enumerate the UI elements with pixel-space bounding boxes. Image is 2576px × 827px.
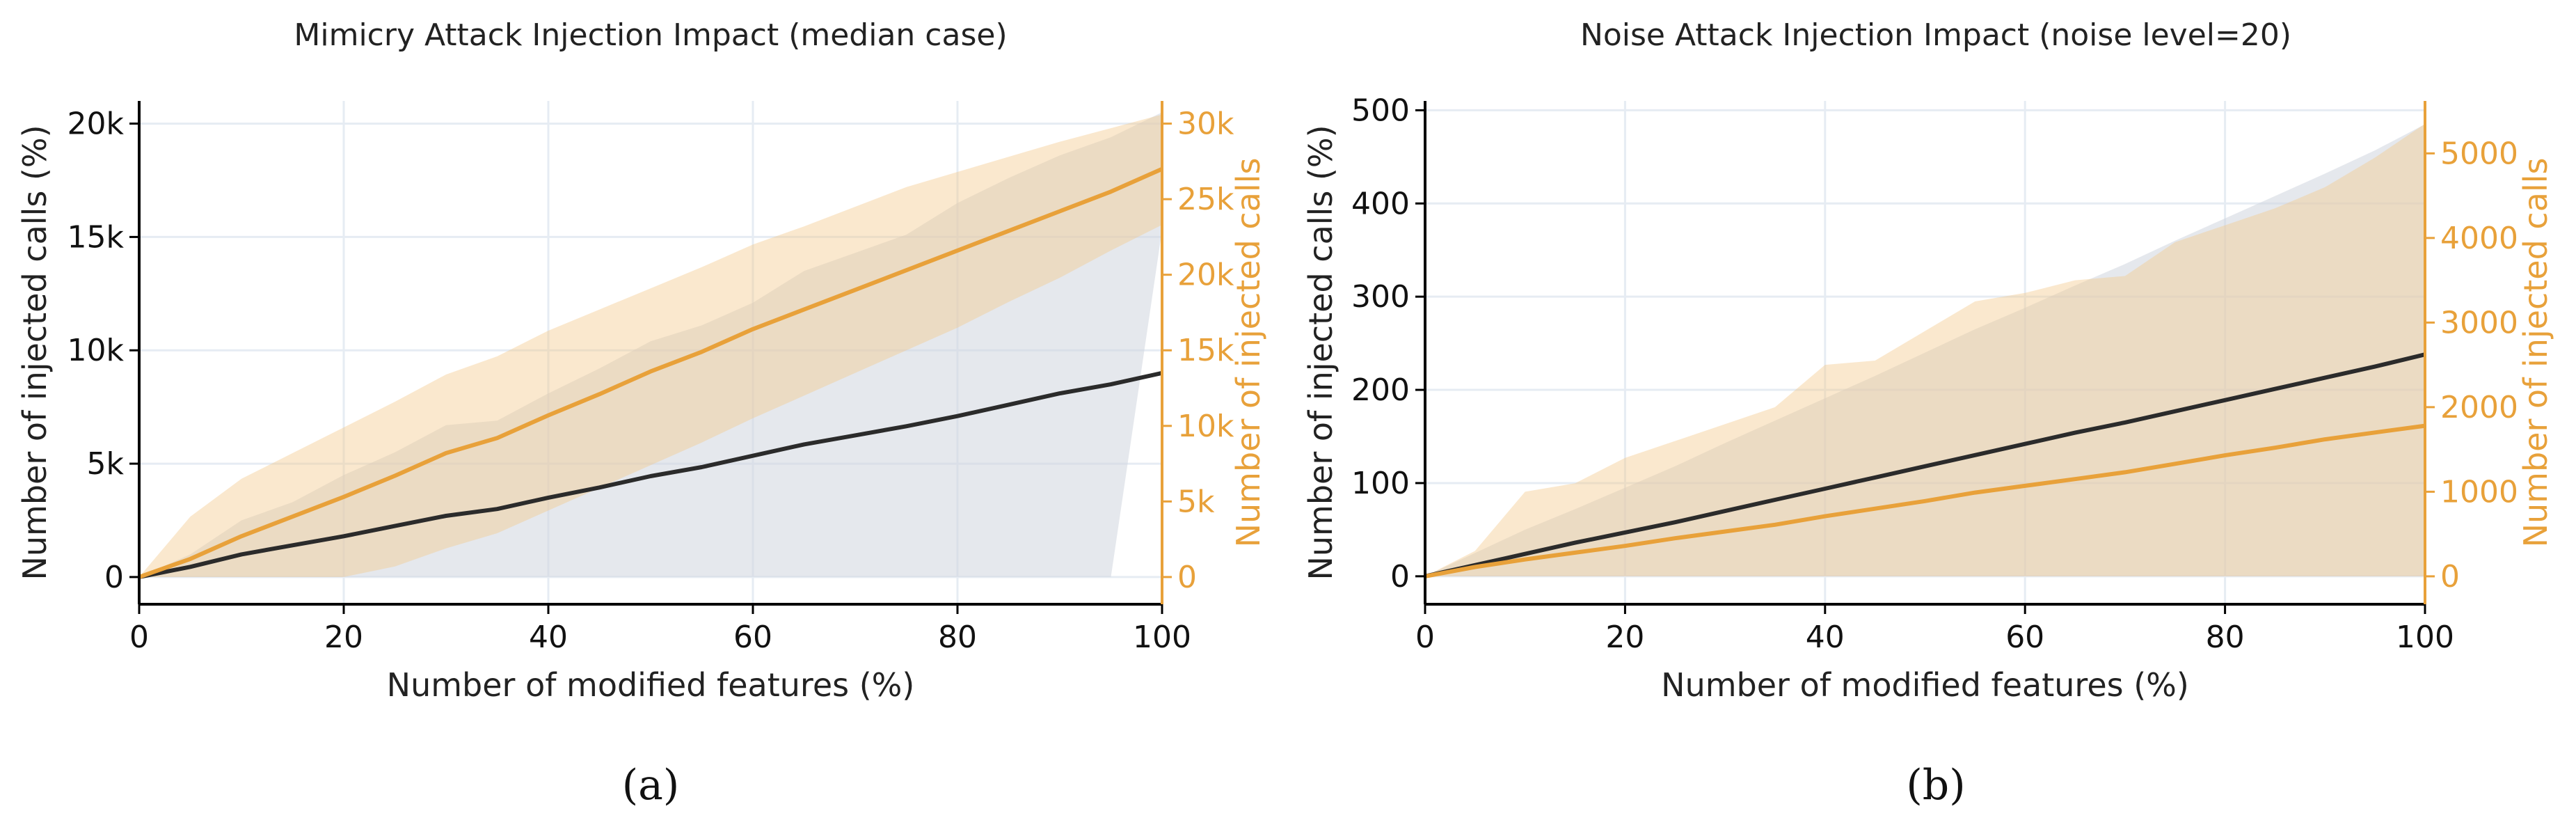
y-left-tick-label: 400 xyxy=(1351,186,1410,221)
confidence-band-orange xyxy=(1425,123,2425,576)
y-right-tick-label: 1000 xyxy=(2440,474,2518,510)
y-right-tick-label: 0 xyxy=(2440,559,2460,594)
y-right-tick-label: 3000 xyxy=(2440,305,2518,340)
y-left-axis-label: Number of injected calls (%) xyxy=(1302,125,1339,580)
chart-title: Noise Attack Injection Impact (noise lev… xyxy=(1580,17,2291,53)
x-tick-label: 100 xyxy=(1133,620,1191,655)
x-tick-label: 0 xyxy=(1415,620,1435,655)
y-left-tick-label: 500 xyxy=(1351,93,1410,128)
x-tick-label: 20 xyxy=(1605,620,1644,655)
x-tick-label: 40 xyxy=(529,620,568,655)
chart-panel-a: 0 20 40 60 80 100 0 5k 10k 15k 20k 0 5k 10k 15k 20k 25k 3… xyxy=(16,17,1267,810)
series-line-dark xyxy=(1424,352,2426,578)
x-axis-label: Number of modified features (%) xyxy=(387,666,915,704)
x-tick-label: 20 xyxy=(324,620,363,655)
confidence-band-orange xyxy=(139,114,1162,577)
x-tick-label: 100 xyxy=(2396,620,2454,655)
y-right-tick-label: 30k xyxy=(1177,107,1234,142)
x-tick-label: 60 xyxy=(733,620,772,655)
x-tick-label: 60 xyxy=(2005,620,2044,655)
subfigure-caption: (a) xyxy=(622,761,680,810)
y-left-tick-label: 10k xyxy=(67,333,125,368)
y-left-tick-label: 0 xyxy=(104,560,124,595)
x-tick-label: 80 xyxy=(2206,620,2245,655)
y-right-tick-label: 20k xyxy=(1177,258,1234,293)
x-tick-label: 80 xyxy=(938,620,977,655)
x-tick-label: 40 xyxy=(1806,620,1845,655)
y-right-axis-label: Number of injected calls xyxy=(1230,158,1267,548)
y-left-tick-label: 200 xyxy=(1351,372,1410,408)
chart-panel-b: 0 20 40 60 80 1000100200300400500010002000300… xyxy=(1302,17,2554,810)
y-left-tick-label: 5k xyxy=(87,446,125,482)
confidence-band-dark xyxy=(139,112,1162,577)
y-right-tick-label: 10k xyxy=(1177,409,1234,444)
y-right-tick-label: 4000 xyxy=(2440,221,2518,256)
y-right-tick-label: 15k xyxy=(1177,333,1234,368)
x-tick-label: 0 xyxy=(129,620,149,655)
x-axis-label: Number of modified features (%) xyxy=(1661,666,2189,704)
y-right-tick-label: 5000 xyxy=(2440,136,2518,171)
y-right-tick-label: 2000 xyxy=(2440,390,2518,425)
series-line-dark xyxy=(138,370,1163,579)
y-right-tick-label: 5k xyxy=(1177,484,1215,519)
y-right-axis-label: Number of injected calls xyxy=(2517,158,2554,548)
series-line-orange xyxy=(1424,423,2426,578)
y-left-tick-label: 0 xyxy=(1390,559,1410,594)
y-left-tick-label: 20k xyxy=(67,107,125,142)
y-left-tick-label: 300 xyxy=(1351,279,1410,315)
y-left-tick-label: 15k xyxy=(67,219,125,255)
y-right-tick-label: 0 xyxy=(1177,560,1197,595)
y-left-tick-label: 100 xyxy=(1351,466,1410,501)
chart-title: Mimicry Attack Injection Impact (median … xyxy=(294,17,1007,53)
y-left-axis-label: Number of injected calls (%) xyxy=(16,125,54,580)
y-right-tick-label: 25k xyxy=(1177,182,1234,217)
subfigure-caption: (b) xyxy=(1906,761,1965,810)
series-line-orange xyxy=(138,166,1163,579)
